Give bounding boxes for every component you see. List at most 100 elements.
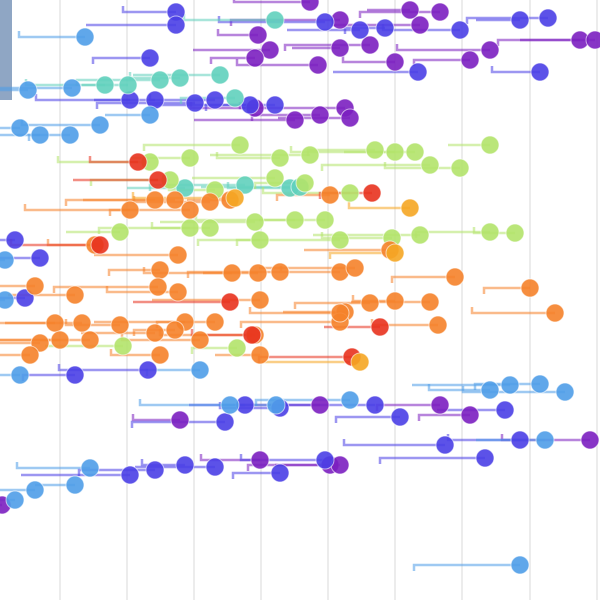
branch — [390, 275, 455, 283]
tip — [295, 173, 315, 193]
tip — [80, 330, 100, 350]
tip — [180, 200, 200, 220]
tip — [365, 140, 385, 160]
tip — [340, 183, 360, 203]
branch — [15, 462, 90, 470]
tip — [5, 230, 25, 250]
tip — [360, 35, 380, 55]
branch — [246, 463, 340, 471]
tip — [480, 380, 500, 400]
tip — [300, 0, 320, 12]
tip — [168, 282, 188, 302]
branch — [235, 59, 318, 67]
tip — [138, 360, 158, 380]
tip — [113, 336, 133, 356]
tip — [308, 55, 328, 75]
tip — [150, 70, 170, 90]
tip — [375, 18, 395, 38]
grid — [59, 0, 598, 600]
tip — [30, 125, 50, 145]
branch — [140, 459, 185, 467]
tip — [428, 315, 448, 335]
tip — [495, 400, 515, 420]
tip — [110, 222, 130, 242]
tip — [170, 410, 190, 430]
tip — [500, 375, 520, 395]
tip — [248, 263, 268, 283]
branch — [88, 156, 138, 164]
branch — [64, 198, 175, 206]
tip — [430, 2, 450, 22]
branch — [131, 192, 235, 200]
tip — [220, 292, 240, 312]
tip — [165, 320, 185, 340]
tip — [180, 218, 200, 238]
tip — [248, 25, 268, 45]
tip — [25, 480, 45, 500]
branch — [52, 285, 158, 293]
tip — [345, 258, 365, 278]
tip — [205, 457, 225, 477]
branch — [490, 66, 540, 74]
tip — [10, 365, 30, 385]
tip — [230, 135, 250, 155]
tip — [250, 290, 270, 310]
tip — [140, 105, 160, 125]
tip — [530, 62, 550, 82]
tip — [385, 142, 405, 162]
branch — [0, 488, 35, 492]
tip — [475, 448, 495, 468]
tip — [250, 230, 270, 250]
tip — [150, 260, 170, 280]
branch — [412, 563, 520, 571]
tip — [405, 142, 425, 162]
tip — [285, 110, 305, 130]
branch — [235, 238, 340, 246]
tip — [445, 267, 465, 287]
tip — [168, 245, 188, 265]
branch — [217, 16, 325, 24]
tip — [235, 175, 255, 195]
branch — [109, 349, 160, 357]
branch — [472, 227, 515, 235]
branch — [0, 353, 30, 357]
tip — [165, 190, 185, 210]
branch — [248, 307, 340, 315]
tip — [450, 20, 470, 40]
tip — [510, 555, 530, 575]
tip — [420, 155, 440, 175]
tip — [62, 78, 82, 98]
tip — [310, 395, 330, 415]
tip — [535, 430, 555, 450]
tip — [45, 313, 65, 333]
tip — [200, 218, 220, 238]
tip — [270, 148, 290, 168]
tip — [460, 405, 480, 425]
tip — [315, 12, 335, 32]
branch — [328, 251, 395, 259]
branch — [0, 88, 28, 92]
branch — [275, 193, 330, 201]
branch — [342, 439, 445, 447]
tips — [0, 0, 600, 575]
tip — [190, 330, 210, 350]
tip — [320, 185, 340, 205]
tip — [145, 190, 165, 210]
branch — [17, 31, 85, 39]
tip — [505, 223, 525, 243]
tip — [118, 75, 138, 95]
branch — [57, 364, 148, 372]
tip — [580, 430, 600, 450]
branch — [130, 420, 225, 428]
tip — [225, 188, 245, 208]
tip — [30, 248, 50, 268]
branch — [239, 320, 340, 328]
branch — [121, 6, 176, 14]
tip — [18, 80, 38, 100]
tip — [555, 382, 575, 402]
tip — [310, 105, 330, 125]
tip — [65, 365, 85, 385]
tip — [260, 40, 280, 60]
branch — [417, 413, 470, 421]
